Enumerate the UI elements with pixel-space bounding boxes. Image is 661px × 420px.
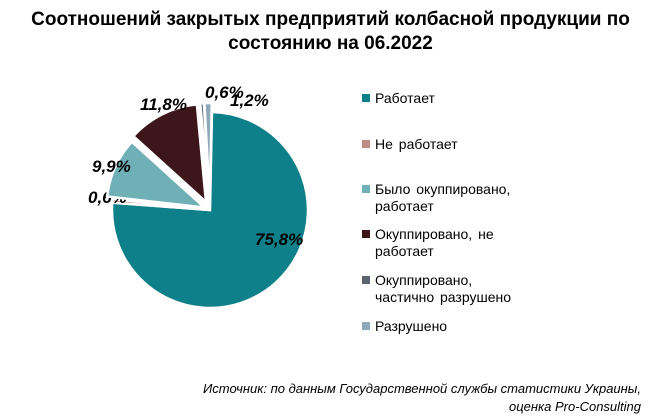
- legend-item: Работает: [362, 90, 652, 107]
- pie-slice: [105, 140, 209, 210]
- legend-swatch: [362, 322, 370, 330]
- source-note: Источник: по данным Государственной служ…: [202, 381, 641, 414]
- legend-swatch: [362, 94, 370, 102]
- legend-swatch: [362, 276, 370, 284]
- slice-data-label: 11,8%: [140, 95, 187, 114]
- slice-data-label: 75,8%: [255, 230, 303, 249]
- legend-label: Разрушено: [375, 318, 448, 334]
- slice-data-label: 1,2%: [230, 91, 269, 110]
- legend-label: Окуппировано, не работает: [375, 226, 494, 259]
- slice-data-label: 9,9%: [92, 157, 131, 176]
- legend-item: Разрушено: [362, 318, 652, 335]
- legend-label: Окуппировано, частично разрушено: [375, 272, 512, 305]
- legend-item: Окуппировано, частично разрушено: [362, 272, 652, 306]
- chart-title: Соотношений закрытых предприятий колбасн…: [31, 9, 630, 54]
- legend-item: Не работает: [362, 136, 652, 153]
- legend-label: Не работает: [375, 136, 458, 152]
- legend-swatch: [362, 230, 370, 238]
- slice-data-label: 0,6%: [205, 83, 244, 102]
- legend-label: Работает: [375, 90, 435, 106]
- legend-swatch: [362, 185, 370, 193]
- pie-slice: [131, 103, 208, 206]
- legend-item: Было окуппировано, работает: [362, 181, 652, 215]
- pie-slice: [110, 110, 310, 310]
- pie-slice: [110, 197, 211, 212]
- legend-item: Окуппировано, не работает: [362, 226, 652, 260]
- legend-label: Было окуппировано, работает: [375, 181, 511, 214]
- legend-swatch: [362, 140, 370, 148]
- pie-slice: [203, 101, 214, 202]
